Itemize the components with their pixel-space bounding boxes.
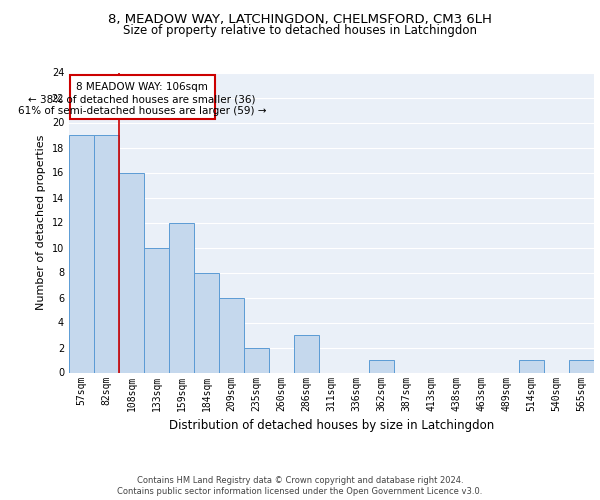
Text: 8, MEADOW WAY, LATCHINGDON, CHELMSFORD, CM3 6LH: 8, MEADOW WAY, LATCHINGDON, CHELMSFORD, … <box>108 12 492 26</box>
Text: ← 38% of detached houses are smaller (36): ← 38% of detached houses are smaller (36… <box>28 94 256 104</box>
Bar <box>144 248 169 372</box>
Bar <box>119 172 144 372</box>
Text: Contains public sector information licensed under the Open Government Licence v3: Contains public sector information licen… <box>118 487 482 496</box>
Bar <box>169 222 194 372</box>
Bar <box>69 135 94 372</box>
Bar <box>369 360 394 372</box>
Bar <box>244 348 269 372</box>
Bar <box>70 75 215 118</box>
Text: 61% of semi-detached houses are larger (59) →: 61% of semi-detached houses are larger (… <box>18 106 266 116</box>
Bar <box>569 360 594 372</box>
Bar <box>94 135 119 372</box>
Text: Contains HM Land Registry data © Crown copyright and database right 2024.: Contains HM Land Registry data © Crown c… <box>137 476 463 485</box>
Bar <box>219 298 244 372</box>
Text: 8 MEADOW WAY: 106sqm: 8 MEADOW WAY: 106sqm <box>76 82 208 92</box>
Bar <box>194 272 219 372</box>
X-axis label: Distribution of detached houses by size in Latchingdon: Distribution of detached houses by size … <box>169 419 494 432</box>
Text: Size of property relative to detached houses in Latchingdon: Size of property relative to detached ho… <box>123 24 477 37</box>
Bar <box>294 335 319 372</box>
Y-axis label: Number of detached properties: Number of detached properties <box>36 135 46 310</box>
Bar <box>519 360 544 372</box>
